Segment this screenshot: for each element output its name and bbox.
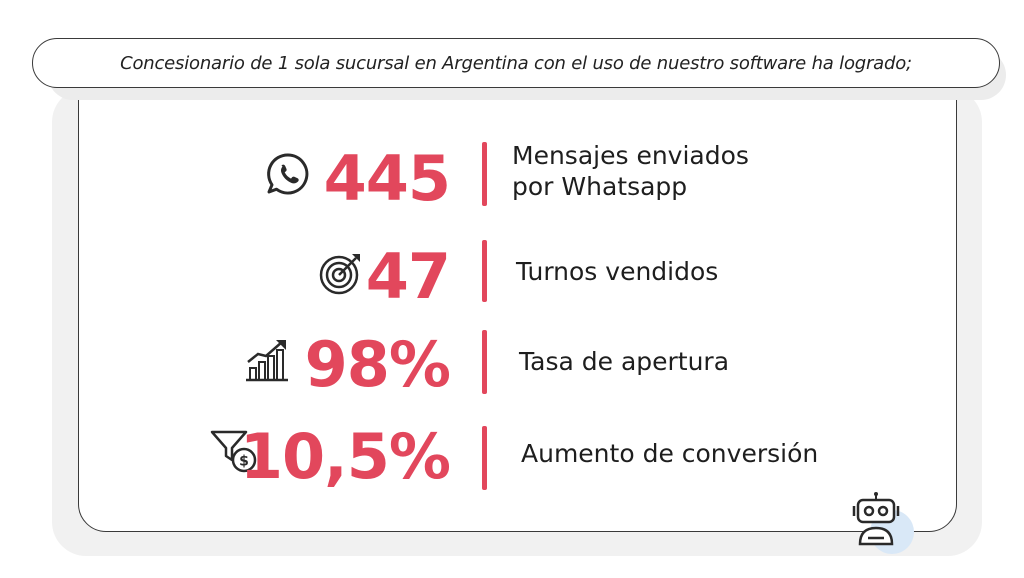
robot-icon [846, 492, 918, 560]
stat-row-turns: 47 Turnos vendidos [0, 236, 1024, 313]
stat-row-messages: 445 Mensajes enviados por Whatsapp [0, 140, 1024, 210]
stat-label-line2: por Whatsapp [512, 172, 688, 202]
stat-label-open-rate: Tasa de apertura [519, 347, 730, 376]
stat-label-messages: Mensajes enviados por Whatsapp [512, 140, 749, 203]
stat-value-turns: 47 [365, 240, 451, 313]
svg-text:$: $ [239, 454, 249, 470]
stat-label-line1: Mensajes enviados [512, 141, 749, 170]
stat-value-conversion: 10,5% [239, 420, 451, 493]
stat-divider [482, 426, 487, 490]
stat-label-turns: Turnos vendidos [516, 257, 719, 286]
stats-card [78, 70, 957, 532]
target-icon [318, 250, 364, 300]
stat-divider [482, 142, 487, 206]
stat-label-conversion: Aumento de conversión [521, 439, 819, 468]
stat-row-conversion: $ 10,5% Aumento de conversión [0, 418, 1024, 493]
stat-divider [482, 330, 487, 394]
funnel-money-icon: $ [210, 426, 260, 478]
stat-divider [482, 240, 487, 302]
stat-value-messages: 445 [323, 142, 451, 215]
stat-value-open-rate: 98% [304, 328, 451, 401]
stat-row-open-rate: 98% Tasa de apertura [0, 326, 1024, 396]
header-text: Concesionario de 1 sola sucursal en Arge… [120, 52, 912, 74]
header-banner: Concesionario de 1 sola sucursal en Arge… [32, 38, 1000, 88]
growth-chart-icon [244, 338, 290, 386]
whatsapp-icon [266, 152, 310, 200]
